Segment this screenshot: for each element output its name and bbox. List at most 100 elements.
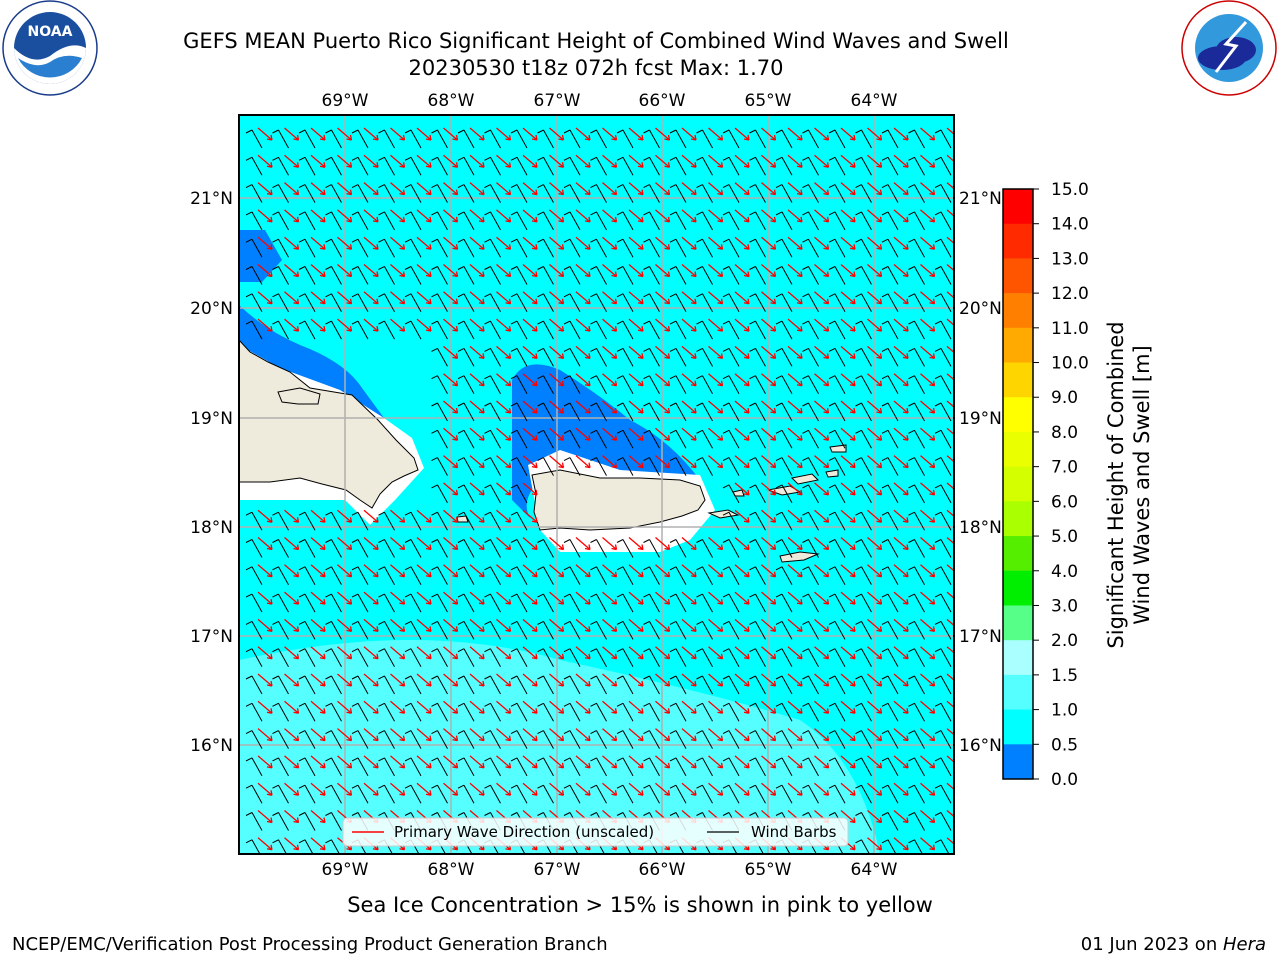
wind-barb [696,593,713,613]
wind-barb [590,156,607,176]
colorbar-segment [1003,431,1033,468]
wind-barb [908,320,925,340]
wind-barb [908,648,925,667]
colorbar-segment [1003,189,1033,225]
wind-barb [616,539,634,558]
wave-direction-arrow [284,318,300,332]
wind-barb [457,320,475,340]
lon-tick: 65°W [745,91,792,111]
wind-barb [537,566,554,586]
wave-direction-arrow [681,209,697,223]
wave-direction-arrow [257,564,273,578]
wind-barb [245,784,263,804]
wave-direction-arrow [734,400,750,414]
wave-direction-arrow [284,810,300,824]
colorbar-tick-label: 1.0 [1051,701,1078,721]
wave-direction-arrow [920,427,936,441]
wind-barb [828,511,846,531]
wind-barb [484,238,501,258]
wind-barb [484,702,501,722]
wind-barb [245,266,263,285]
wind-barb [908,539,925,558]
legend-wind-label: Wind Barbs [751,823,837,841]
wind-barb [616,566,634,586]
wave-direction-arrow [681,373,697,387]
wave-direction-arrow [840,700,856,714]
wave-direction-arrow [708,728,724,742]
wind-barb [802,375,819,394]
wind-barb [537,347,554,367]
wind-barb [245,211,263,231]
wind-barb [245,839,261,854]
wave-direction-arrow [708,400,724,414]
wind-barb [696,211,713,231]
wind-barb [643,129,660,149]
lon-tick: 69°W [322,860,369,880]
wave-direction-arrow [761,264,777,278]
wind-barb [696,675,713,695]
wave-direction-arrow [575,782,591,796]
wind-barb [431,784,448,804]
wave-direction-arrow [416,318,432,332]
wave-direction-arrow [920,646,936,660]
colorbar-tick-label: 10.0 [1051,354,1089,374]
wave-direction-arrow [920,837,936,851]
wind-barb [616,784,634,804]
wave-direction-arrow [628,427,644,441]
wind-barb [696,429,713,449]
wave-direction-arrow [496,646,512,660]
wave-direction-arrow [946,700,954,709]
lon-tick: 64°W [851,91,898,111]
wind-barb [881,620,899,640]
wind-barb [325,675,342,695]
wave-direction-arrow [893,591,909,605]
wave-direction-arrow [946,482,954,490]
wave-direction-arrow [284,673,300,687]
wave-direction-arrow [575,154,591,168]
wind-barb [378,784,395,804]
wave-direction-arrow [787,127,803,141]
wind-barb [908,266,925,285]
wave-direction-arrow [920,728,936,742]
wind-barb [616,375,634,394]
wind-barb [616,429,634,449]
wind-barb [431,757,448,777]
wave-direction-arrow [787,264,803,278]
wind-barb [722,293,740,313]
wind-barb [351,784,369,804]
wind-barb [934,648,952,667]
wave-direction-arrow [867,291,883,305]
colorbar-tick-label: 8.0 [1051,423,1078,443]
wave-direction-arrow [946,236,954,245]
wind-barb [934,347,952,367]
wave-direction-arrow [549,427,565,441]
wave-direction-arrow [628,728,644,742]
wave-direction-arrow [602,673,618,687]
wave-direction-arrow [920,810,936,824]
colorbar-title-line1: Significant Height of Combined [1104,321,1128,648]
wave-direction-arrow [867,673,883,687]
wind-barb [643,429,660,449]
wave-direction-arrow [893,373,909,387]
wave-direction-arrow [708,209,724,223]
wave-direction-arrow [522,154,538,168]
wind-barb [881,402,899,422]
colorbar-title: Significant Height of Combined Wind Wave… [1104,321,1154,648]
wind-barb [696,539,713,558]
wind-barb [378,620,395,640]
wave-direction-arrow [867,837,883,851]
wave-direction-arrow [549,182,565,196]
wind-barb [537,402,554,422]
wave-direction-arrow [257,264,273,278]
wave-direction-arrow [840,209,856,223]
wind-barb [537,320,554,340]
wave-direction-arrow [497,865,511,877]
wind-barb [934,702,952,722]
wind-barb [617,867,633,885]
wind-barb [829,867,845,885]
wave-direction-arrow [257,782,273,796]
wind-barb [351,511,369,531]
wave-direction-arrow [416,646,432,660]
wind-barb [802,184,819,203]
wave-direction-arrow [840,182,856,196]
